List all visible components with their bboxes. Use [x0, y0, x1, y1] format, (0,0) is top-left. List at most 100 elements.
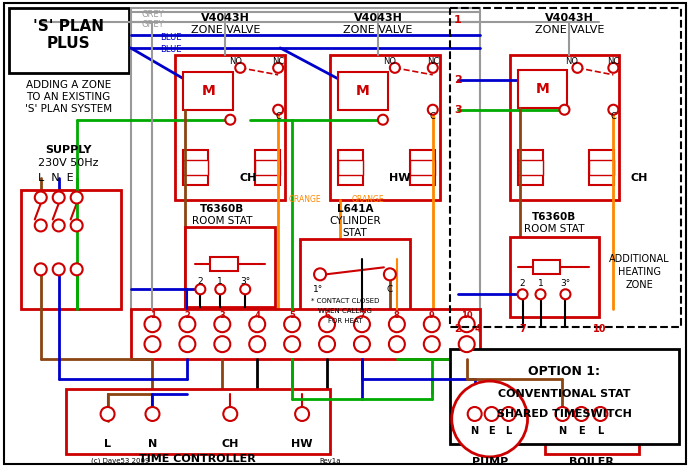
Text: 10: 10	[593, 324, 606, 334]
Text: SUPPLY: SUPPLY	[46, 145, 92, 154]
Bar	[533, 260, 560, 274]
Text: NO: NO	[565, 58, 578, 66]
Bar	[9, 8, 128, 73]
Text: 4: 4	[474, 324, 481, 334]
Text: ORANGE: ORANGE	[352, 195, 384, 204]
Circle shape	[319, 316, 335, 332]
Bar	[518, 160, 542, 175]
Circle shape	[609, 63, 618, 73]
Text: WHEN CALLING: WHEN CALLING	[318, 308, 372, 314]
Text: OPTION 1:: OPTION 1:	[529, 365, 600, 378]
Text: 2: 2	[520, 279, 525, 288]
Bar	[410, 150, 435, 184]
Circle shape	[384, 268, 396, 280]
Circle shape	[560, 289, 571, 299]
Bar	[589, 160, 614, 175]
Text: 1: 1	[150, 311, 155, 320]
Text: 2: 2	[184, 311, 190, 320]
Circle shape	[215, 316, 230, 332]
Text: (c) Dave53 2009: (c) Dave53 2009	[90, 458, 149, 464]
Bar	[210, 257, 238, 271]
Bar	[450, 8, 681, 327]
Circle shape	[593, 407, 607, 421]
Text: HEATING: HEATING	[618, 267, 661, 278]
Bar	[184, 160, 208, 175]
Circle shape	[52, 191, 65, 204]
Circle shape	[389, 336, 405, 352]
Text: E: E	[489, 426, 495, 436]
Circle shape	[378, 115, 388, 124]
Text: L: L	[598, 426, 604, 436]
Text: ZONE: ZONE	[625, 280, 653, 290]
Text: N: N	[471, 426, 479, 436]
Circle shape	[101, 407, 115, 421]
Text: 2: 2	[197, 277, 203, 286]
Circle shape	[52, 219, 65, 232]
Bar	[338, 72, 388, 110]
Text: 1: 1	[538, 279, 544, 288]
Text: FOR HEAT: FOR HEAT	[328, 318, 362, 324]
Bar	[175, 55, 285, 199]
Text: 3°: 3°	[240, 277, 250, 286]
Bar	[130, 309, 480, 359]
Text: L: L	[506, 426, 512, 436]
Circle shape	[215, 284, 226, 294]
Circle shape	[240, 284, 250, 294]
Circle shape	[146, 407, 159, 421]
Text: NC: NC	[426, 58, 439, 66]
Text: TIME CONTROLLER: TIME CONTROLLER	[139, 454, 256, 464]
Circle shape	[179, 336, 195, 352]
Text: ADDING A ZONE: ADDING A ZONE	[26, 80, 111, 90]
Circle shape	[70, 219, 83, 232]
Circle shape	[354, 316, 370, 332]
Bar	[510, 237, 600, 317]
Text: N: N	[148, 439, 157, 449]
Text: T6360B: T6360B	[533, 212, 577, 222]
Text: 8: 8	[394, 311, 400, 320]
Text: BLUE: BLUE	[159, 33, 181, 43]
Text: 6: 6	[324, 311, 330, 320]
Text: 2: 2	[454, 324, 461, 334]
Text: HW: HW	[291, 439, 313, 449]
Text: 7: 7	[519, 324, 526, 334]
Circle shape	[273, 105, 283, 115]
Text: ADDITIONAL: ADDITIONAL	[609, 255, 669, 264]
Text: TO AN EXISTING: TO AN EXISTING	[26, 92, 111, 102]
Text: NC: NC	[607, 58, 620, 66]
Circle shape	[235, 63, 245, 73]
Text: E: E	[578, 426, 584, 436]
Text: 3°: 3°	[560, 279, 571, 288]
Text: T6360B: T6360B	[200, 205, 244, 214]
Text: STAT: STAT	[343, 228, 367, 238]
Circle shape	[428, 63, 437, 73]
Bar	[410, 160, 435, 175]
Text: M: M	[535, 82, 549, 96]
Text: 'S' PLAN: 'S' PLAN	[33, 20, 104, 35]
Text: 230V 50Hz: 230V 50Hz	[39, 158, 99, 168]
Circle shape	[484, 407, 499, 421]
Text: BOILER: BOILER	[569, 457, 614, 467]
Text: PUMP: PUMP	[471, 457, 508, 467]
Bar	[589, 150, 614, 184]
Text: GREY: GREY	[141, 10, 164, 20]
Circle shape	[354, 336, 370, 352]
Text: ZONE VALVE: ZONE VALVE	[190, 25, 260, 35]
Circle shape	[314, 268, 326, 280]
Text: V4043H: V4043H	[201, 13, 250, 23]
Circle shape	[224, 407, 237, 421]
Text: GREY: GREY	[141, 21, 164, 29]
Circle shape	[179, 316, 195, 332]
Text: M: M	[201, 84, 215, 98]
Text: C: C	[430, 112, 435, 121]
Circle shape	[284, 316, 300, 332]
Bar	[518, 70, 567, 108]
Text: 5: 5	[289, 311, 295, 320]
Text: ZONE VALVE: ZONE VALVE	[535, 25, 604, 35]
Circle shape	[34, 191, 47, 204]
Circle shape	[215, 336, 230, 352]
Bar	[338, 150, 363, 184]
Bar	[184, 72, 233, 110]
Text: 9: 9	[429, 311, 435, 320]
Text: 7: 7	[359, 311, 365, 320]
Circle shape	[555, 407, 569, 421]
